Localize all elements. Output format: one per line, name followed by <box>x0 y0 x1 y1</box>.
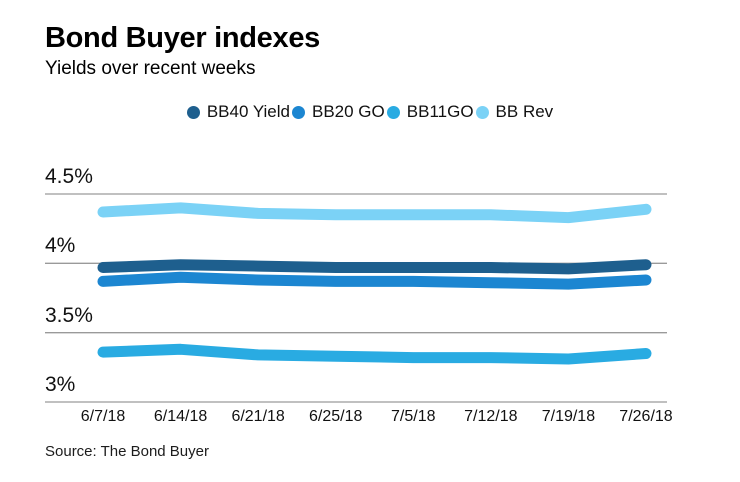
chart-subtitle: Yields over recent weeks <box>45 58 256 79</box>
series-line-bb40-yield <box>97 259 652 275</box>
series-line-bb11go <box>97 343 652 365</box>
legend-dot-bb20-go <box>292 105 305 119</box>
x-axis-label-6-14-18: 6/14/18 <box>153 408 208 425</box>
legend-dot-bb-rev <box>475 105 489 119</box>
x-axis-label-7-26-18: 7/26/18 <box>619 408 673 425</box>
legend-item-bb40-yield: BB40 Yield <box>186 102 290 122</box>
x-axis-label-6-21-18: 6/21/18 <box>231 408 285 425</box>
legend-item-bb11go: BB11GO <box>386 102 474 122</box>
legend: BB40 Yield BB20 GO BB11GO BB Rev <box>0 102 740 122</box>
series-line-bb-rev <box>97 202 652 224</box>
legend-label-bb20-go: BB20 GO <box>312 102 385 121</box>
y-axis-label-3: 3% <box>45 373 76 396</box>
x-axis-label-6-25-18: 6/25/18 <box>309 408 363 425</box>
legend-label-bb11go: BB11GO <box>406 102 474 121</box>
series-line-bb20-go <box>97 271 652 290</box>
y-axis-label-4: 4% <box>45 234 76 258</box>
legend-dot-bb11go <box>386 105 400 119</box>
x-axis-label-7-19-18: 7/19/18 <box>541 408 596 425</box>
y-axis-label-4-5: 4.5% <box>45 165 93 188</box>
legend-label-bb-rev: BB Rev <box>495 102 554 121</box>
source-note: Source: The Bond Buyer <box>45 443 209 460</box>
legend-item-bb-rev: BB Rev <box>475 102 554 122</box>
y-axis-label-3-5: 3.5% <box>45 303 93 327</box>
x-axis-label-7-5-18: 7/5/18 <box>391 408 436 425</box>
legend-label-bb40-yield: BB40 Yield <box>206 102 290 121</box>
x-axis-label-6-7-18: 6/7/18 <box>80 408 126 425</box>
x-axis-label-7-12-18: 7/12/18 <box>464 408 518 425</box>
legend-dot-bb40-yield <box>186 105 200 119</box>
legend-item-bb20-go: BB20 GO <box>292 102 385 122</box>
chart-title: Bond Buyer indexes <box>45 22 320 54</box>
